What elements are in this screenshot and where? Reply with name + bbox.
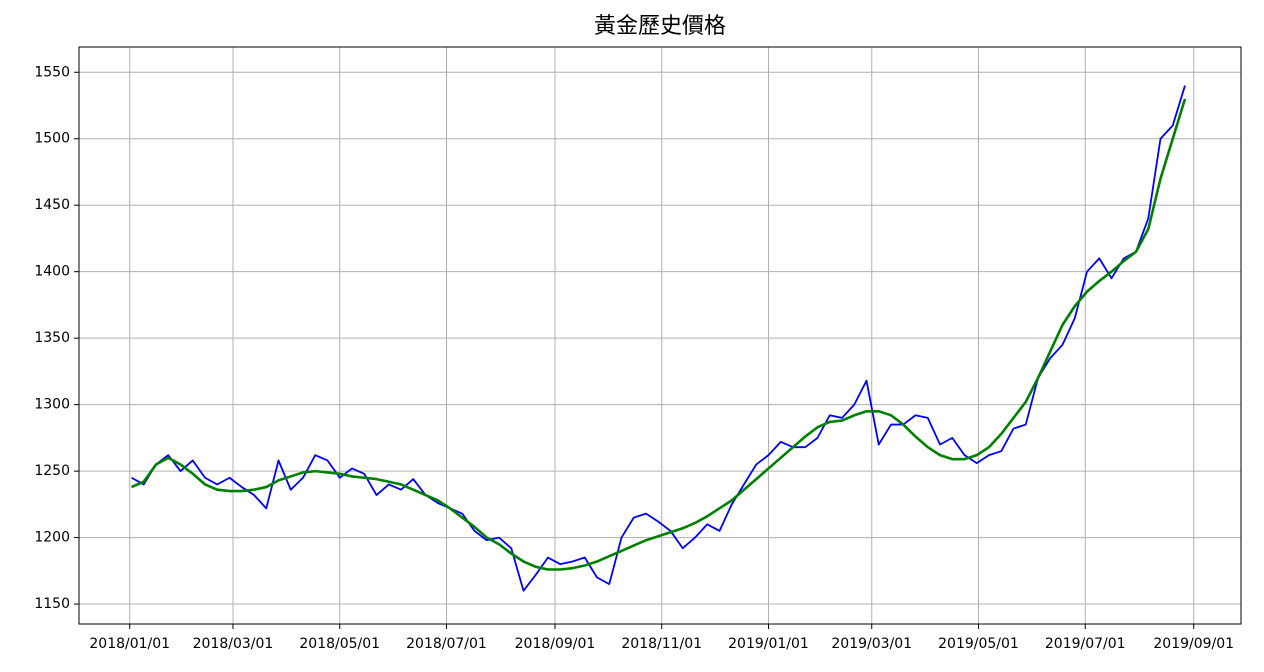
chart-title: 黃金歷史價格 xyxy=(594,14,726,39)
y-tick-label: 1400 xyxy=(34,264,70,280)
plot-frame xyxy=(78,46,1242,625)
x-tick-label: 2018/05/01 xyxy=(299,636,380,652)
y-tick-label: 1550 xyxy=(34,64,70,80)
y-tick-label: 1150 xyxy=(34,596,70,612)
x-tick-label: 2018/01/01 xyxy=(89,636,170,652)
x-tick-label: 2018/11/01 xyxy=(621,636,702,652)
y-tick-label: 1300 xyxy=(34,397,70,413)
y-tick-label: 1500 xyxy=(34,131,70,147)
x-tick-label: 2019/07/01 xyxy=(1045,636,1126,652)
series-line xyxy=(131,85,1186,592)
x-tick-label: 2019/09/01 xyxy=(1153,636,1234,652)
series-line xyxy=(130,98,1187,571)
x-tick-label: 2019/05/01 xyxy=(938,636,1019,652)
x-tick-label: 2019/03/01 xyxy=(831,636,912,652)
x-tick-label: 2018/07/01 xyxy=(406,636,487,652)
x-tick-label: 2019/01/01 xyxy=(728,636,809,652)
y-tick-label: 1250 xyxy=(34,463,70,479)
x-tick-label: 2018/03/01 xyxy=(193,636,274,652)
y-tick-label: 1350 xyxy=(34,330,70,346)
y-tick-label: 1450 xyxy=(34,197,70,213)
y-tick-label: 1200 xyxy=(34,530,70,546)
x-tick-label: 2018/09/01 xyxy=(515,636,596,652)
